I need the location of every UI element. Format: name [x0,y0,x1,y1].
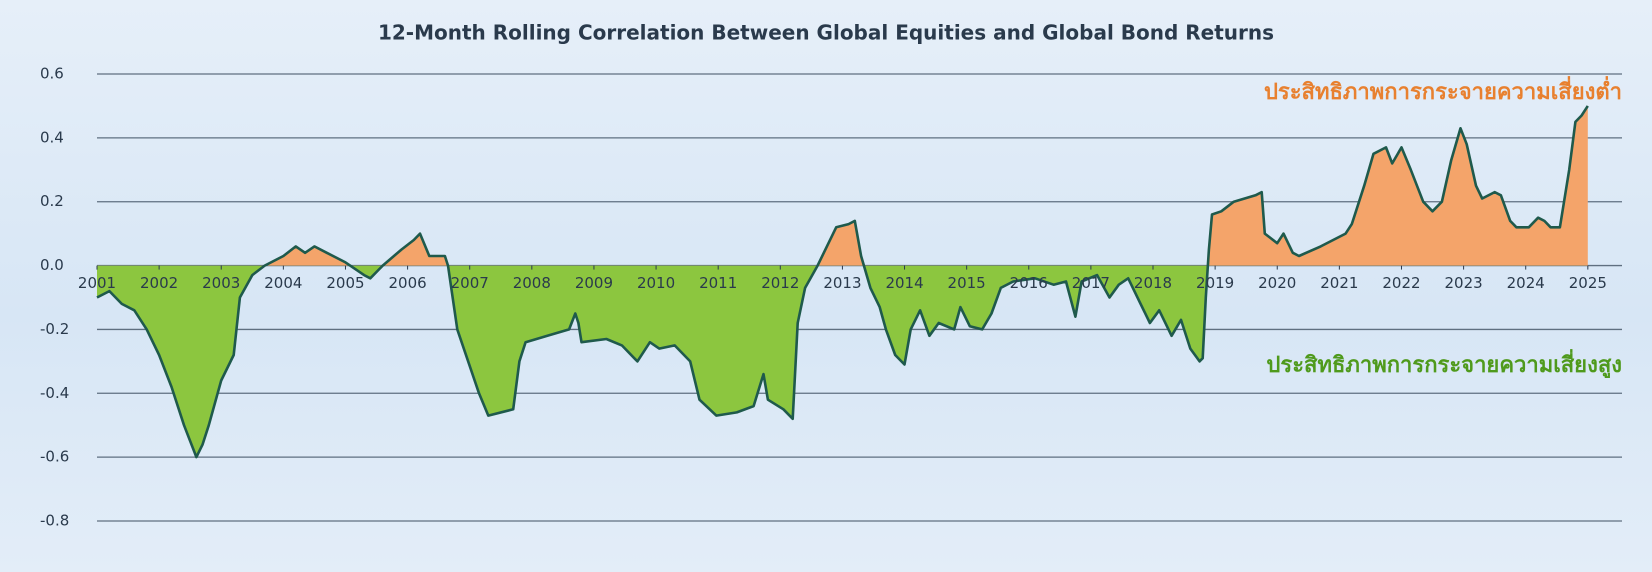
x-tick-label: 2011 [699,274,737,292]
annotation: ประสิทธิภาพการกระจายความเสี่ยงสูง [1266,348,1622,379]
x-tick-label: 2006 [388,274,426,292]
y-tick-label: -0.6 [40,448,69,466]
x-tick-label: 2021 [1320,274,1358,292]
y-tick-label: -0.2 [40,320,69,338]
negative-area [97,265,1208,458]
x-tick-label: 2003 [202,274,240,292]
x-tick-label: 2010 [637,274,675,292]
y-tick-label: 0.6 [40,65,64,83]
x-tick-label: 2025 [1569,274,1607,292]
x-tick-label: 2014 [885,274,923,292]
x-tick-label: 2018 [1134,274,1172,292]
x-tick-label: 2023 [1445,274,1483,292]
x-tick-label: 2016 [1010,274,1048,292]
annotation: ประสิทธิภาพการกระจายความเสี่ยงต่ำ [1264,75,1622,105]
x-tick-label: 2008 [513,274,551,292]
x-tick-label: 2012 [761,274,799,292]
x-tick-label: 2005 [326,274,364,292]
y-tick-label: 0.0 [40,256,64,274]
line [96,105,1589,459]
x-tick-label: 2024 [1507,274,1545,292]
y-tick-label: -0.4 [40,384,69,402]
x-tick-label: 2002 [140,274,178,292]
y-tick-label: 0.2 [40,192,64,210]
y-tick-label: 0.4 [40,128,64,146]
x-tick-label: 2017 [1072,274,1110,292]
y-tick-label: -0.8 [40,512,69,530]
x-tick-label: 2004 [264,274,302,292]
x-tick-label: 2015 [948,274,986,292]
positive-area [97,105,1588,266]
x-tick-label: 2019 [1196,274,1234,292]
x-tick-label: 2020 [1258,274,1296,292]
chart-title: 12-Month Rolling Correlation Between Glo… [378,21,1274,45]
x-tick-label: 2022 [1382,274,1420,292]
x-tick-label: 2009 [575,274,613,292]
x-tick-label: 2013 [823,274,861,292]
x-tick-label: 2001 [78,274,116,292]
x-tick-label: 2007 [451,274,489,292]
